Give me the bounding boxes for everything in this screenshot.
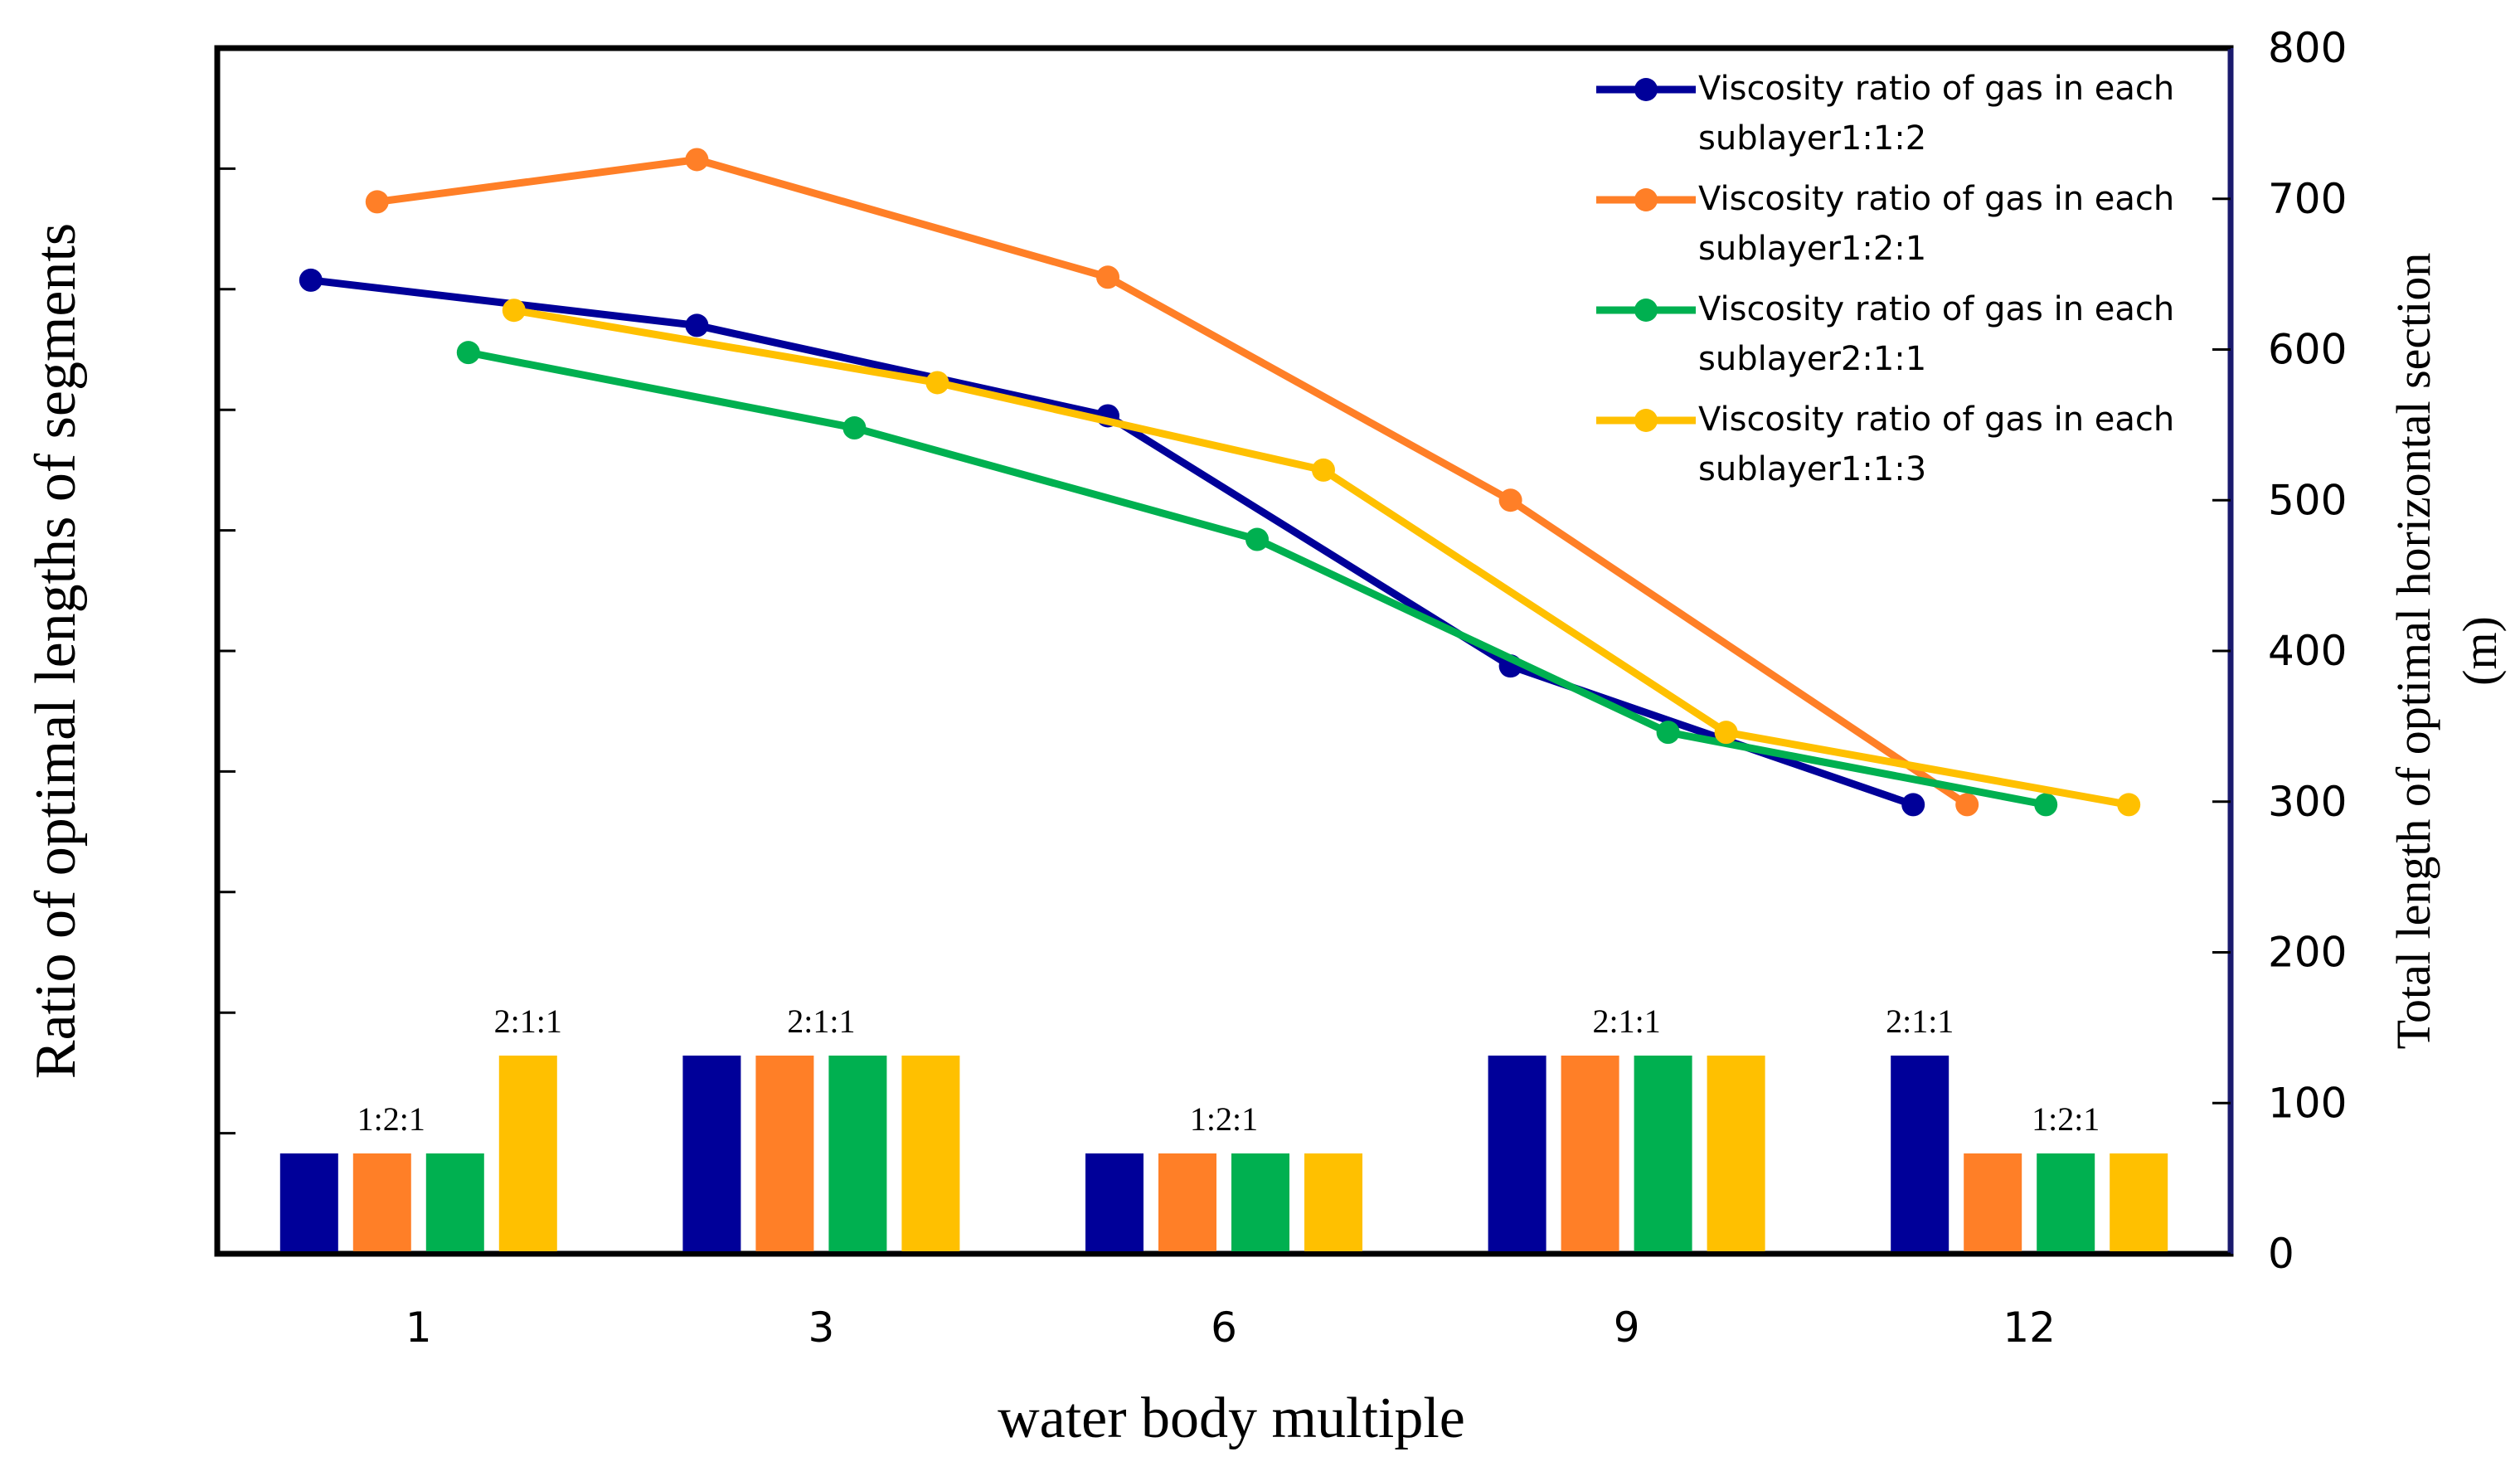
left-axis-ticks: [217, 167, 235, 1135]
series-point: [1096, 265, 1119, 289]
bar: [1158, 1153, 1216, 1251]
series-point: [502, 299, 526, 323]
legend-label: Viscosity ratio of gas in each: [1698, 290, 2174, 328]
series-point: [842, 416, 867, 440]
bar-group: 1:2:1 2:1:1 2:1:1 1:2:1 2:1:1 2:1:1 1:2:1: [279, 1003, 2168, 1251]
bar: [901, 1056, 960, 1251]
bar: [1891, 1056, 1949, 1251]
legend-label: sublayer1:1:3: [1698, 450, 1926, 488]
x-tick-label: 1: [405, 1304, 432, 1352]
bar: [828, 1056, 887, 1251]
bar-label: 1:2:1: [357, 1100, 425, 1138]
legend-label: sublayer1:1:2: [1698, 119, 1926, 158]
bar: [2110, 1153, 2168, 1251]
bar: [1488, 1056, 1546, 1251]
legend-label: Viscosity ratio of gas in each: [1698, 180, 2174, 218]
legend-swatch-marker: [1634, 188, 1658, 211]
bar: [755, 1056, 814, 1251]
bar: [279, 1153, 338, 1251]
legend-swatch-marker: [1634, 409, 1658, 432]
x-tick-label: 6: [1211, 1304, 1237, 1352]
bar: [1707, 1056, 1765, 1251]
legend: Viscosity ratio of gas in each sublayer1:…: [1596, 70, 2174, 488]
series-point: [456, 341, 480, 365]
right-axis-title-line2: (m): [2453, 616, 2507, 686]
legend-swatch-marker: [1634, 78, 1658, 101]
legend-label: sublayer2:1:1: [1698, 340, 1926, 378]
right-tick-label: 800: [2268, 24, 2347, 72]
left-axis-title: Ratio of optimal lengths of segments: [24, 223, 88, 1079]
right-tick-label: 300: [2268, 778, 2347, 826]
bar: [1304, 1153, 1362, 1251]
bar-label: 2:1:1: [494, 1003, 562, 1040]
series-line: [513, 306, 2129, 808]
series-point: [1714, 721, 1738, 745]
bar: [2037, 1153, 2095, 1251]
bar-label: 2:1:1: [1886, 1003, 1954, 1040]
series-point: [1955, 793, 1979, 817]
bar: [498, 1056, 557, 1251]
right-tick-label: 400: [2268, 627, 2347, 675]
series-point: [1901, 793, 1925, 817]
x-tick-label: 9: [1614, 1304, 1640, 1352]
right-tick-label: 0: [2268, 1230, 2294, 1278]
series-point: [2034, 793, 2058, 817]
bar-label: 2:1:1: [787, 1003, 855, 1040]
series-point: [685, 148, 709, 172]
right-tick-label: 600: [2268, 326, 2347, 374]
bar: [352, 1153, 411, 1251]
legend-label: Viscosity ratio of gas in each: [1698, 70, 2174, 108]
series-point: [299, 268, 323, 292]
series-point: [1245, 527, 1269, 551]
right-tick-label: 700: [2268, 175, 2347, 223]
bar: [425, 1153, 484, 1251]
series-point: [365, 190, 389, 214]
bar: [1085, 1153, 1143, 1251]
legend-swatch-marker: [1634, 299, 1658, 322]
line-series-group: [299, 148, 2141, 817]
bar: [1561, 1056, 1619, 1251]
x-axis-tick-labels: 1 3 6 9 12: [405, 1304, 2056, 1352]
x-tick-label: 12: [2003, 1304, 2056, 1352]
x-axis-title: water body multiple: [998, 1386, 1465, 1450]
legend-label: sublayer1:2:1: [1698, 230, 1926, 268]
bar: [1231, 1153, 1289, 1251]
series-point: [685, 313, 709, 337]
bar-label: 1:2:1: [2032, 1100, 2100, 1138]
series-point: [2117, 793, 2141, 817]
bar-label: 2:1:1: [1592, 1003, 1660, 1040]
right-tick-label: 500: [2268, 476, 2347, 524]
series-point: [1312, 458, 1335, 482]
x-tick-label: 3: [808, 1304, 834, 1352]
series-point: [1498, 488, 1522, 512]
legend-label: Viscosity ratio of gas in each: [1698, 401, 2174, 439]
bar: [1634, 1056, 1692, 1251]
right-tick-label: 100: [2268, 1079, 2347, 1127]
right-axis-title-line1: Total length of optimal horizontal secti…: [2386, 253, 2440, 1050]
bar-label: 1:2:1: [1190, 1100, 1258, 1138]
series-point: [925, 371, 949, 395]
bar: [1964, 1153, 2022, 1251]
series-point: [1656, 721, 1680, 745]
right-tick-label: 200: [2268, 929, 2347, 977]
bar: [682, 1056, 741, 1251]
right-axis-ticks: 0 100 200 300 400 500 600 700 800: [2212, 24, 2347, 1278]
